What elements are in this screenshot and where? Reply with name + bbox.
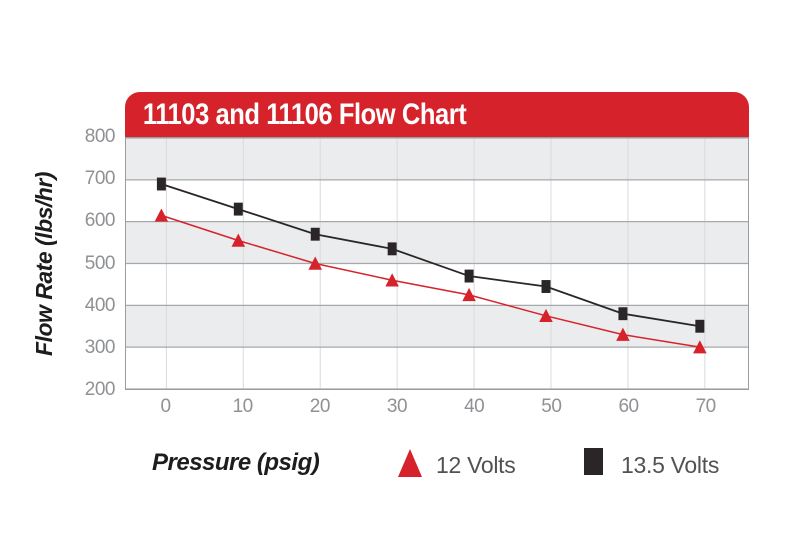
grey-band: [126, 221, 748, 264]
y-axis-tick-label: 200: [84, 379, 116, 400]
data-point-triangle: [462, 287, 476, 302]
x-axis-tick-label: 20: [309, 396, 331, 417]
data-point-triangle: [616, 327, 630, 341]
series-line-triangle: [161, 214, 700, 348]
data-point-square: [233, 202, 243, 216]
x-axis-tick-label: 0: [160, 396, 171, 417]
x-axis-tick-label: 70: [695, 396, 717, 417]
plot-area: [125, 137, 749, 390]
data-point-square: [156, 177, 166, 191]
data-point-triangle: [154, 208, 169, 222]
legend-square-icon: [584, 448, 603, 475]
x-axis-tick-label: 60: [618, 396, 639, 417]
y-axis-tick-label: 400: [84, 294, 116, 316]
legend-label-12-volts: 12 Volts: [436, 452, 516, 478]
data-point-square: [695, 319, 705, 333]
chart-title: 11103 and 11106 Flow Chart: [142, 98, 467, 131]
data-point-triangle: [693, 340, 707, 354]
x-axis-tick-label: 40: [464, 396, 485, 417]
data-point-square: [310, 227, 320, 241]
data-point-triangle: [308, 256, 323, 270]
data-point-square: [464, 269, 474, 283]
x-axis-tick-label: 10: [232, 396, 254, 417]
grey-band: [126, 138, 748, 180]
x-axis-tick-label: 50: [541, 396, 562, 417]
grey-band: [126, 305, 748, 348]
y-axis-tick-label: 500: [84, 252, 116, 274]
plot-svg: [126, 138, 748, 389]
x-axis-title: Pressure (psig): [152, 449, 320, 476]
y-axis-tick-label: 600: [84, 210, 116, 232]
series-line-square: [161, 183, 700, 328]
legend-triangle-icon: [397, 448, 423, 483]
legend-label-13-5-volts: 13.5 Volts: [621, 452, 720, 478]
data-point-triangle: [385, 273, 399, 287]
x-axis-tick-label: 30: [386, 396, 408, 417]
data-point-triangle: [539, 308, 553, 323]
data-point-square: [618, 307, 628, 321]
y-axis-tick-label: 800: [84, 126, 116, 147]
chart-title-banner: 11103 and 11106 Flow Chart: [125, 92, 749, 137]
data-point-square: [387, 242, 397, 256]
y-axis-tick-label: 700: [84, 168, 116, 190]
y-axis-tick-label: 300: [84, 336, 116, 358]
data-point-triangle: [231, 233, 246, 247]
data-point-square: [541, 280, 551, 293]
